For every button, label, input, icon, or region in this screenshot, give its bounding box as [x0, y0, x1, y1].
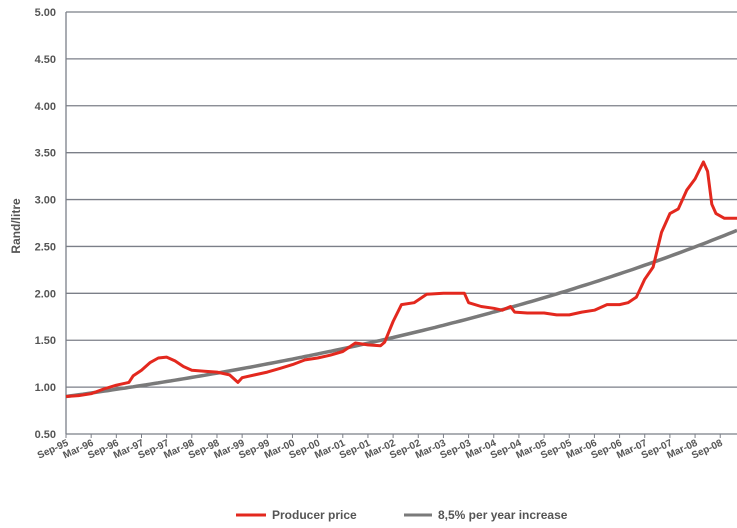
y-tick-label: 5.00	[35, 7, 56, 19]
y-tick-label: 3.00	[35, 195, 56, 207]
y-tick-label: 2.50	[35, 241, 56, 253]
y-tick-label: 4.00	[35, 101, 56, 113]
y-tick-label: 0.50	[35, 429, 56, 441]
y-tick-label: 2.00	[35, 288, 56, 300]
series-group	[65, 160, 737, 399]
series-line-producer-price	[65, 160, 737, 398]
y-tick-label: 1.00	[35, 382, 56, 394]
x-axis-ticks: Sep-95Mar-96Sep-96Mar-97Sep-97Mar-98Sep-…	[36, 434, 725, 462]
y-tick-label: 4.50	[35, 54, 56, 66]
legend: Producer price 8,5% per year increase	[236, 508, 568, 522]
legend-label-growth: 8,5% per year increase	[438, 508, 568, 522]
y-tick-label: 3.50	[35, 148, 56, 160]
grid-lines	[65, 11, 737, 435]
legend-label-producer-price: Producer price	[272, 508, 357, 522]
y-tick-label: 1.50	[35, 335, 56, 347]
series-line-growth	[65, 228, 737, 399]
y-axis-ticks: 0.50 1.00 1.50 2.00 2.50 3.00 3.50 4.00 4.50 5.00	[35, 7, 56, 441]
y-axis-title: Rand/litre	[9, 198, 23, 254]
